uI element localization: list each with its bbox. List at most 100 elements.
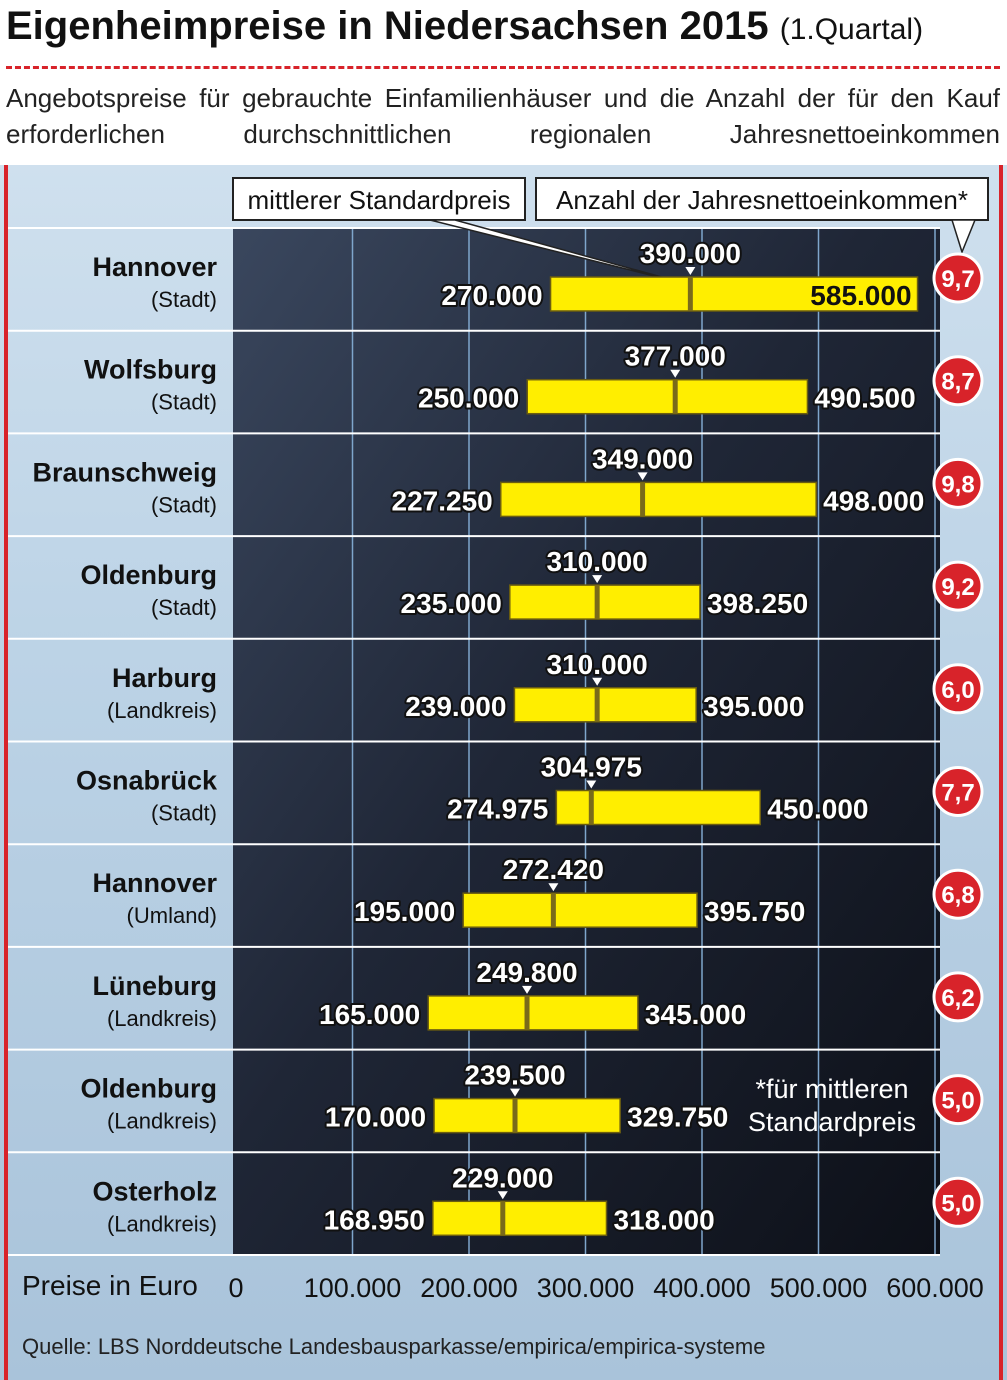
max-value-label: 318.000 xyxy=(613,1204,714,1235)
row-sublabel: (Stadt) xyxy=(151,287,217,312)
min-value-label: 195.000 xyxy=(354,896,455,927)
median-callout-pointer xyxy=(429,219,691,286)
min-value-label: 165.000 xyxy=(319,999,420,1030)
median-value-label: 390.000 xyxy=(640,238,741,269)
range-bar xyxy=(526,378,809,415)
x-tick-label: 300.000 xyxy=(537,1273,635,1303)
median-marker xyxy=(548,883,559,892)
max-value-label: 450.000 xyxy=(767,794,868,825)
income-value: 6,8 xyxy=(941,882,974,909)
median-value-label: 377.000 xyxy=(625,341,726,372)
row-label: Oldenburg xyxy=(81,560,218,590)
max-value-label: 585.000 xyxy=(810,280,911,311)
median-value-label: 349.000 xyxy=(592,443,693,474)
income-value: 8,7 xyxy=(941,369,974,396)
row-sublabel: (Landkreis) xyxy=(107,1109,217,1134)
subtitle: Angebotspreise für gebrauchte Einfamilie… xyxy=(6,83,1000,149)
income-callout-box xyxy=(535,177,989,221)
range-bar xyxy=(509,584,701,620)
max-value-label: 395.000 xyxy=(703,691,804,722)
range-bar xyxy=(549,276,919,312)
row-sublabel: (Umland) xyxy=(127,903,217,928)
min-value-label: 227.250 xyxy=(392,485,493,516)
income-value: 7,7 xyxy=(941,780,974,807)
income-badge xyxy=(932,663,984,715)
income-callout-label: Anzahl der Jahresnettoeinkommen* xyxy=(556,185,968,215)
max-value-label: 329.750 xyxy=(627,1102,728,1133)
income-value: 5,0 xyxy=(941,1190,974,1217)
income-badge xyxy=(932,1176,984,1228)
x-tick-label: 600.000 xyxy=(886,1273,984,1303)
median-marker xyxy=(670,369,681,378)
title-main: Eigenheimpreise in Niedersachsen 2015 xyxy=(6,4,769,48)
x-tick-label: 200.000 xyxy=(420,1273,518,1303)
range-bar xyxy=(432,1200,608,1237)
frame-left-border xyxy=(4,165,8,1380)
income-value: 9,2 xyxy=(941,574,974,601)
income-badge xyxy=(932,457,984,509)
source-note: Quelle: LBS Norddeutsche Landesbausparka… xyxy=(22,1334,766,1359)
page-title: Eigenheimpreise in Niedersachsen 2015 (1… xyxy=(6,4,1001,54)
median-marker xyxy=(592,575,603,584)
median-value-label: 304.975 xyxy=(541,752,642,783)
max-value-label: 498.000 xyxy=(823,485,924,516)
income-callout-pointer xyxy=(950,219,977,255)
median-marker xyxy=(637,472,648,481)
min-value-label: 239.000 xyxy=(405,691,506,722)
title-divider xyxy=(6,66,1000,69)
row-label: Hannover xyxy=(92,252,217,282)
income-value: 6,0 xyxy=(941,677,974,704)
median-value-label: 310.000 xyxy=(547,546,648,577)
x-tick-label: 400.000 xyxy=(653,1273,751,1303)
x-axis-title: Preise in Euro xyxy=(22,1270,198,1301)
row-sublabel: (Landkreis) xyxy=(107,1006,217,1031)
row-sublabel: (Landkreis) xyxy=(107,698,217,723)
row-label: Braunschweig xyxy=(32,457,217,487)
frame-right-border xyxy=(999,165,1003,1380)
income-value: 9,8 xyxy=(941,471,974,498)
row-label: Hannover xyxy=(92,868,217,898)
x-tick-label: 100.000 xyxy=(304,1273,402,1303)
min-value-label: 170.000 xyxy=(325,1102,426,1133)
row-label: Osnabrück xyxy=(76,766,218,796)
median-callout-box xyxy=(232,177,526,221)
median-callout-label: mittlerer Standardpreis xyxy=(248,185,511,215)
row-label: Osterholz xyxy=(92,1176,217,1206)
median-marker xyxy=(497,1191,508,1200)
income-badge xyxy=(932,355,984,407)
row-label: Lüneburg xyxy=(93,971,217,1001)
max-value-label: 395.750 xyxy=(704,896,805,927)
min-value-label: 274.975 xyxy=(447,794,548,825)
row-sublabel: (Stadt) xyxy=(151,801,217,826)
row-label: Harburg xyxy=(112,663,217,693)
income-value: 9,7 xyxy=(941,266,974,293)
income-badge xyxy=(932,868,984,920)
min-value-label: 250.000 xyxy=(418,383,519,414)
median-marker xyxy=(592,677,603,686)
min-value-label: 270.000 xyxy=(441,280,542,311)
median-marker xyxy=(685,267,696,275)
row-label: Wolfsburg xyxy=(84,355,217,385)
title-suffix: (1.Quartal) xyxy=(779,13,924,46)
median-marker xyxy=(522,985,533,994)
row-sublabel: (Stadt) xyxy=(151,492,217,517)
median-value-label: 272.420 xyxy=(503,854,604,885)
footnote-line: Standardpreis xyxy=(748,1107,916,1137)
median-value-label: 229.000 xyxy=(452,1162,553,1193)
median-value-label: 239.500 xyxy=(464,1060,565,1091)
median-value-label: 249.800 xyxy=(476,957,577,988)
income-badge xyxy=(932,252,984,304)
max-value-label: 490.500 xyxy=(814,383,915,414)
income-value: 5,0 xyxy=(941,1088,974,1115)
max-value-label: 398.250 xyxy=(707,588,808,619)
median-value-label: 310.000 xyxy=(547,649,648,680)
income-badge xyxy=(932,1074,984,1126)
max-value-label: 345.000 xyxy=(645,999,746,1030)
income-badge xyxy=(932,766,984,817)
x-tick-label: 0 xyxy=(228,1273,243,1303)
row-label: Oldenburg xyxy=(81,1074,218,1104)
range-bar xyxy=(513,687,697,723)
footnote-line: *für mittleren xyxy=(755,1074,908,1104)
row-sublabel: (Landkreis) xyxy=(107,1211,217,1236)
